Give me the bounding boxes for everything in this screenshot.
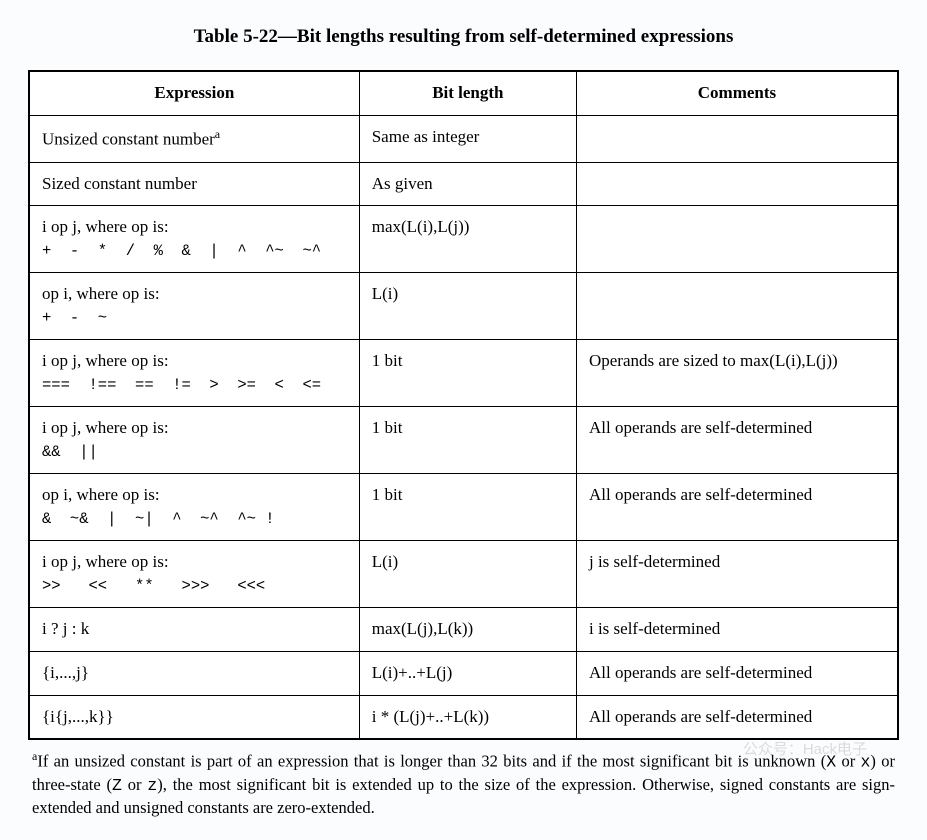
cell-bitlength: L(i) [359,540,576,607]
expr-main: i ? j : k [42,619,89,638]
expr-main: i op j, where op is: [42,216,347,239]
footnote-code-X: X [826,753,836,772]
cell-comments: Operands are sized to max(L(i),L(j)) [576,340,898,407]
cell-expression: op i, where op is: & ~& | ~| ^ ~^ ^~ ! [29,473,359,540]
cell-comments: j is self-determined [576,540,898,607]
expr-operators: + - * / % & | ^ ^~ ~^ [42,241,347,262]
cell-comments: All operands are self-determined [576,695,898,739]
cell-expression: {i,...,j} [29,651,359,695]
expr-main: i op j, where op is: [42,417,347,440]
cell-bitlength: L(i) [359,273,576,340]
footnote-text-5: ), the most significant bit is extended … [32,775,895,817]
table-row: {i{j,...,k}} i * (L(j)+..+L(k)) All oper… [29,695,898,739]
cell-comments [576,162,898,206]
expr-main: i op j, where op is: [42,350,347,373]
cell-bitlength: Same as integer [359,115,576,162]
cell-expression: i op j, where op is: === !== == != > >= … [29,340,359,407]
cell-expression: op i, where op is: + - ~ [29,273,359,340]
cell-bitlength: max(L(j),L(k)) [359,607,576,651]
cell-expression: {i{j,...,k}} [29,695,359,739]
cell-bitlength: 1 bit [359,340,576,407]
col-expression: Expression [29,71,359,115]
footnote-marker: a [215,127,220,141]
footnote-code-Z: Z [112,776,122,795]
expr-operators: >> << ** >>> <<< [42,576,347,597]
cell-expression: i op j, where op is: && || [29,407,359,474]
table-row: Sized constant number As given [29,162,898,206]
table-header-row: Expression Bit length Comments [29,71,898,115]
cell-expression: Sized constant number [29,162,359,206]
table-body: Unsized constant numbera Same as integer… [29,115,898,739]
col-bitlength: Bit length [359,71,576,115]
footnote-code-z: z [147,776,157,795]
footnote-text-4: or [122,775,147,794]
cell-expression: i ? j : k [29,607,359,651]
cell-bitlength: max(L(i),L(j)) [359,206,576,273]
footnote-code-x: x [861,753,871,772]
cell-comments: All operands are self-determined [576,651,898,695]
expr-main: i op j, where op is: [42,551,347,574]
expr-main: {i,...,j} [42,663,89,682]
expr-operators: & ~& | ~| ^ ~^ ^~ ! [42,509,347,530]
expr-operators: + - ~ [42,308,347,329]
table-row: i ? j : k max(L(j),L(k)) i is self-deter… [29,607,898,651]
footnote-text-1: If an unsized constant is part of an exp… [37,752,826,771]
cell-bitlength: L(i)+..+L(j) [359,651,576,695]
footnote-text-2: or [836,752,860,771]
cell-bitlength: As given [359,162,576,206]
table-row: i op j, where op is: + - * / % & | ^ ^~ … [29,206,898,273]
cell-expression: i op j, where op is: >> << ** >>> <<< [29,540,359,607]
expr-main: op i, where op is: [42,283,347,306]
expr-main: op i, where op is: [42,484,347,507]
table-title: Table 5-22—Bit lengths resulting from se… [28,26,899,48]
cell-comments [576,206,898,273]
footnote: aIf an unsized constant is part of an ex… [32,748,895,819]
cell-expression: Unsized constant numbera [29,115,359,162]
expr-main: Unsized constant number [42,130,215,149]
cell-comments: i is self-determined [576,607,898,651]
table-row: op i, where op is: & ~& | ~| ^ ~^ ^~ ! 1… [29,473,898,540]
expr-main: {i{j,...,k}} [42,707,114,726]
cell-comments: All operands are self-determined [576,407,898,474]
expr-operators: && || [42,442,347,463]
table-row: i op j, where op is: && || 1 bit All ope… [29,407,898,474]
table-row: Unsized constant numbera Same as integer [29,115,898,162]
table-row: {i,...,j} L(i)+..+L(j) All operands are … [29,651,898,695]
cell-comments [576,273,898,340]
cell-bitlength: i * (L(j)+..+L(k)) [359,695,576,739]
cell-expression: i op j, where op is: + - * / % & | ^ ^~ … [29,206,359,273]
cell-comments: All operands are self-determined [576,473,898,540]
cell-comments [576,115,898,162]
table-row: op i, where op is: + - ~ L(i) [29,273,898,340]
bitlength-table: Expression Bit length Comments Unsized c… [28,70,899,740]
expr-main: Sized constant number [42,174,197,193]
table-row: i op j, where op is: === !== == != > >= … [29,340,898,407]
cell-bitlength: 1 bit [359,407,576,474]
expr-operators: === !== == != > >= < <= [42,375,347,396]
table-row: i op j, where op is: >> << ** >>> <<< L(… [29,540,898,607]
cell-bitlength: 1 bit [359,473,576,540]
col-comments: Comments [576,71,898,115]
